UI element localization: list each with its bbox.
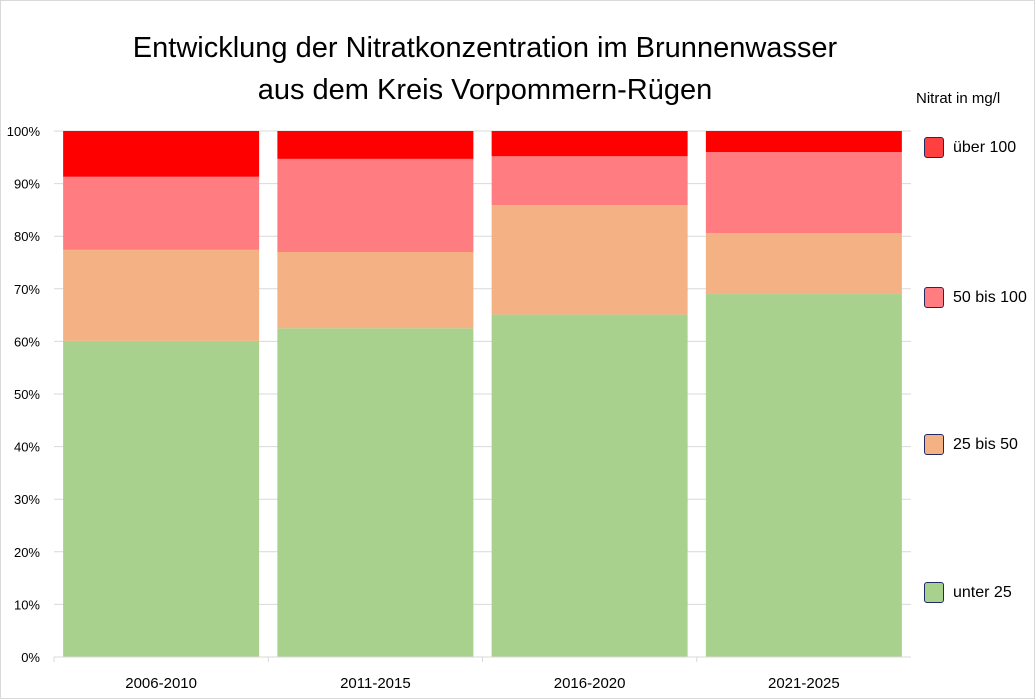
x-tick-label: 2006-2010 xyxy=(125,675,197,692)
bar-segment xyxy=(705,131,902,153)
y-tick-label: 20% xyxy=(14,545,40,560)
legend-item-25-bis-50: 25 bis 50 xyxy=(924,434,1018,455)
bar-segment xyxy=(63,340,260,657)
legend-swatch xyxy=(924,137,944,158)
y-tick-label: 10% xyxy=(14,597,40,612)
bar-segment xyxy=(63,176,260,250)
bar-segment xyxy=(491,314,688,657)
chart-title-line-1: Entwicklung der Nitratkonzentration im B… xyxy=(132,32,838,64)
bar-segment xyxy=(277,131,474,159)
bar-segment xyxy=(63,131,260,177)
x-tick-label: 2011-2015 xyxy=(340,675,411,692)
legend-label: 25 bis 50 xyxy=(953,435,1018,453)
legend-item-50-bis-100: 50 bis 100 xyxy=(924,287,1027,308)
bar-segment xyxy=(491,131,688,157)
y-tick-label: 80% xyxy=(14,229,40,244)
x-tick-label: 2021-2025 xyxy=(768,675,840,692)
y-tick-label: 50% xyxy=(14,387,40,402)
y-tick-label: 30% xyxy=(14,492,40,507)
legend-swatch xyxy=(924,287,944,308)
legend-label: unter 25 xyxy=(953,583,1012,601)
y-tick-label: 40% xyxy=(14,440,40,455)
legend-label: 50 bis 100 xyxy=(953,288,1027,306)
bar-segment xyxy=(277,328,474,657)
bar-segment xyxy=(705,152,902,234)
legend-label: über 100 xyxy=(953,138,1017,156)
bar-segment xyxy=(277,251,474,329)
legend-title: Nitrat in mg/l xyxy=(916,90,1001,107)
legend-item-ueber-100: über 100 xyxy=(924,137,1016,158)
legend-item-unter-25: unter 25 xyxy=(924,582,1012,603)
bar-segment xyxy=(277,158,474,252)
bar-segment xyxy=(491,156,688,206)
bar-segment xyxy=(705,233,902,295)
y-tick-label: 0% xyxy=(21,650,40,665)
bar-segment xyxy=(705,294,902,657)
y-tick-label: 70% xyxy=(14,282,40,297)
legend-swatch xyxy=(924,582,944,603)
y-tick-label: 60% xyxy=(14,334,40,349)
bar-segment xyxy=(491,205,688,315)
legend-swatch xyxy=(924,434,944,455)
y-tick-label: 100% xyxy=(7,124,41,139)
y-tick-label: 90% xyxy=(14,177,40,192)
chart-title-line-2: aus dem Kreis Vorpommern-Rügen xyxy=(257,74,713,106)
x-tick-label: 2016-2020 xyxy=(554,675,626,692)
bar-segment xyxy=(63,249,260,341)
